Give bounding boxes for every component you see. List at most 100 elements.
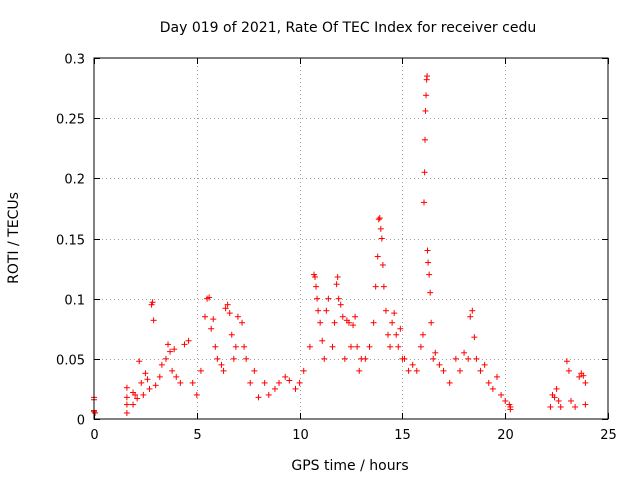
data-point [247,379,254,386]
data-point [377,225,384,232]
data-point [208,325,215,332]
data-point [123,394,130,401]
data-point [123,384,130,391]
data-point [130,401,137,408]
data-point [329,343,336,350]
data-point [146,385,153,392]
data-point [507,406,514,413]
data-point [212,343,219,350]
data-point [142,370,149,377]
data-point [345,319,352,326]
data-point [224,301,231,308]
data-point [582,379,589,386]
data-point [132,391,139,398]
data-point [156,373,163,380]
data-point [136,358,143,365]
data-point [241,343,248,350]
data-point [173,373,180,380]
data-point [563,358,570,365]
data-point [296,379,303,386]
data-point [471,334,478,341]
data-point [189,379,196,386]
data-point [485,379,492,386]
data-point [222,305,229,312]
data-point [206,294,213,301]
data-point [424,247,431,254]
data-point [92,409,99,416]
plot-frame [93,57,609,420]
data-point [427,289,434,296]
data-point [162,355,169,362]
data-point [140,391,147,398]
data-point [424,73,431,80]
data-point [169,367,176,374]
data-point [352,313,359,320]
data-point [321,355,328,362]
x-tick-label: 15 [394,428,411,443]
data-point [422,107,429,114]
data-point [234,313,241,320]
data-point [461,349,468,356]
data-point [553,385,560,392]
data-point [376,215,383,222]
data-point [177,379,184,386]
y-tick-label: 0.05 [56,354,85,369]
data-point [565,367,572,374]
data-point [436,361,443,368]
data-point [572,403,579,410]
data-point [185,337,192,344]
data-point [370,319,377,326]
data-point [446,379,453,386]
data-point [313,283,320,290]
x-tick-label: 0 [90,428,98,443]
data-point [567,397,574,404]
data-point [372,283,379,290]
data-point [389,319,396,326]
data-point [228,331,235,338]
data-point [350,322,357,329]
data-point [150,317,157,324]
data-point [193,391,200,398]
data-point [423,92,430,99]
data-point [152,382,159,389]
data-point [261,379,268,386]
y-tick-label: 0.25 [56,113,85,128]
data-point [226,310,233,317]
data-point [335,295,342,302]
data-point [397,325,404,332]
data-point [385,331,392,338]
x-tick-label: 5 [193,428,201,443]
data-point [181,341,188,348]
data-point [286,377,293,384]
data-point [419,331,426,338]
data-point [378,235,385,242]
data-point [282,373,289,380]
data-point [467,313,474,320]
data-point [391,310,398,317]
data-point [243,355,250,362]
data-point [319,337,326,344]
chart-title: Day 019 of 2021, Rate Of TEC Index for r… [160,20,536,36]
data-point [341,355,348,362]
data-point [498,391,505,398]
data-point [576,373,583,380]
data-point [210,316,217,323]
y-tick-label: 0 [77,414,85,429]
data-point [502,397,509,404]
data-point [232,343,239,350]
data-point [214,355,221,362]
data-point [413,367,420,374]
data-point [557,403,564,410]
data-point [149,299,156,306]
y-tick-label: 0.1 [64,294,85,309]
data-point [348,343,354,350]
data-point [314,295,321,302]
data-point [165,341,172,348]
data-points [91,73,589,416]
data-point [144,376,151,383]
data-point [197,367,204,374]
data-point [271,385,278,392]
data-point [469,307,476,314]
data-point [551,394,558,401]
data-point [317,319,324,326]
